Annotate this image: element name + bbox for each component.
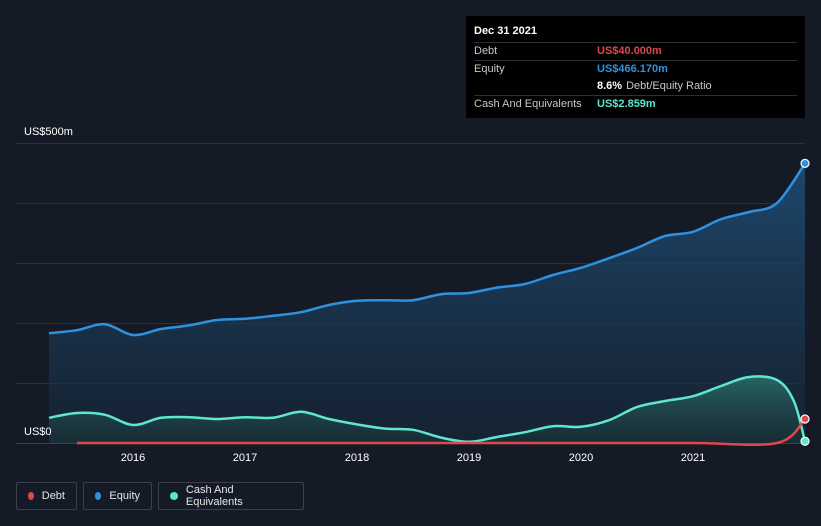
tooltip-ratio-value: 8.6% bbox=[597, 80, 623, 92]
series-lines bbox=[48, 162, 807, 447]
tooltip-row-debt: Debt US$40.000m bbox=[474, 42, 797, 60]
x-tick-label-2017: 2017 bbox=[233, 452, 257, 464]
tooltip-date: Dec 31 2021 bbox=[474, 25, 537, 37]
x-tick-label-2019: 2019 bbox=[457, 452, 481, 464]
legend-label-debt: Debt bbox=[41, 490, 65, 502]
debt-end-marker bbox=[800, 414, 810, 424]
legend-label-cash: Cash And Equivalents bbox=[185, 484, 243, 508]
tooltip-equity-label: Equity bbox=[474, 63, 505, 75]
tooltip-equity-value: US$466.170m bbox=[597, 63, 668, 75]
series-areas bbox=[49, 163, 805, 443]
y-axis-bottom-label: US$0 bbox=[24, 426, 52, 438]
end-markers bbox=[800, 158, 810, 446]
equity-end-marker bbox=[800, 158, 810, 168]
legend-label-equity: Equity bbox=[109, 490, 140, 502]
equity-dot-icon bbox=[95, 492, 102, 500]
equity-area bbox=[49, 163, 805, 443]
legend-item-debt[interactable]: Debt bbox=[16, 482, 77, 510]
debt-dot-icon bbox=[28, 492, 34, 500]
x-tick-label-2018: 2018 bbox=[345, 452, 369, 464]
x-tick-label-2021: 2021 bbox=[681, 452, 705, 464]
tooltip-cash-label: Cash And Equivalents bbox=[474, 98, 582, 110]
x-tick-label-2020: 2020 bbox=[569, 452, 593, 464]
legend-item-equity[interactable]: Equity bbox=[83, 482, 152, 510]
tooltip-row-equity: Equity US$466.170m bbox=[474, 60, 797, 78]
tooltip-debt-value: US$40.000m bbox=[597, 45, 662, 57]
cash-and-equivalents-end-marker bbox=[800, 436, 810, 446]
tooltip-debt-label: Debt bbox=[474, 45, 498, 57]
cash-and-equivalents-area bbox=[49, 376, 805, 443]
debt-line bbox=[77, 418, 806, 447]
x-axis-ticks: 2016 2017 2018 2019 2020 2021 bbox=[121, 452, 705, 464]
tooltip-row-ratio: 8.6% Debt/Equity Ratio bbox=[474, 78, 797, 95]
cash-and-equivalents-line bbox=[48, 375, 807, 444]
x-tick-label-2016: 2016 bbox=[121, 452, 145, 464]
tooltip-panel: Dec 31 2021 Debt US$40.000m Equity US$46… bbox=[466, 16, 805, 118]
tooltip-ratio-label: Debt/Equity Ratio bbox=[626, 80, 712, 92]
cash-dot-icon bbox=[170, 492, 178, 500]
y-axis-top-label: US$500m bbox=[24, 126, 73, 138]
equity-line bbox=[48, 162, 807, 337]
tooltip-row-cash: Cash And Equivalents US$2.859m bbox=[474, 95, 797, 113]
tooltip-cash-value: US$2.859m bbox=[597, 98, 656, 110]
legend-item-cash[interactable]: Cash And Equivalents bbox=[158, 482, 304, 510]
